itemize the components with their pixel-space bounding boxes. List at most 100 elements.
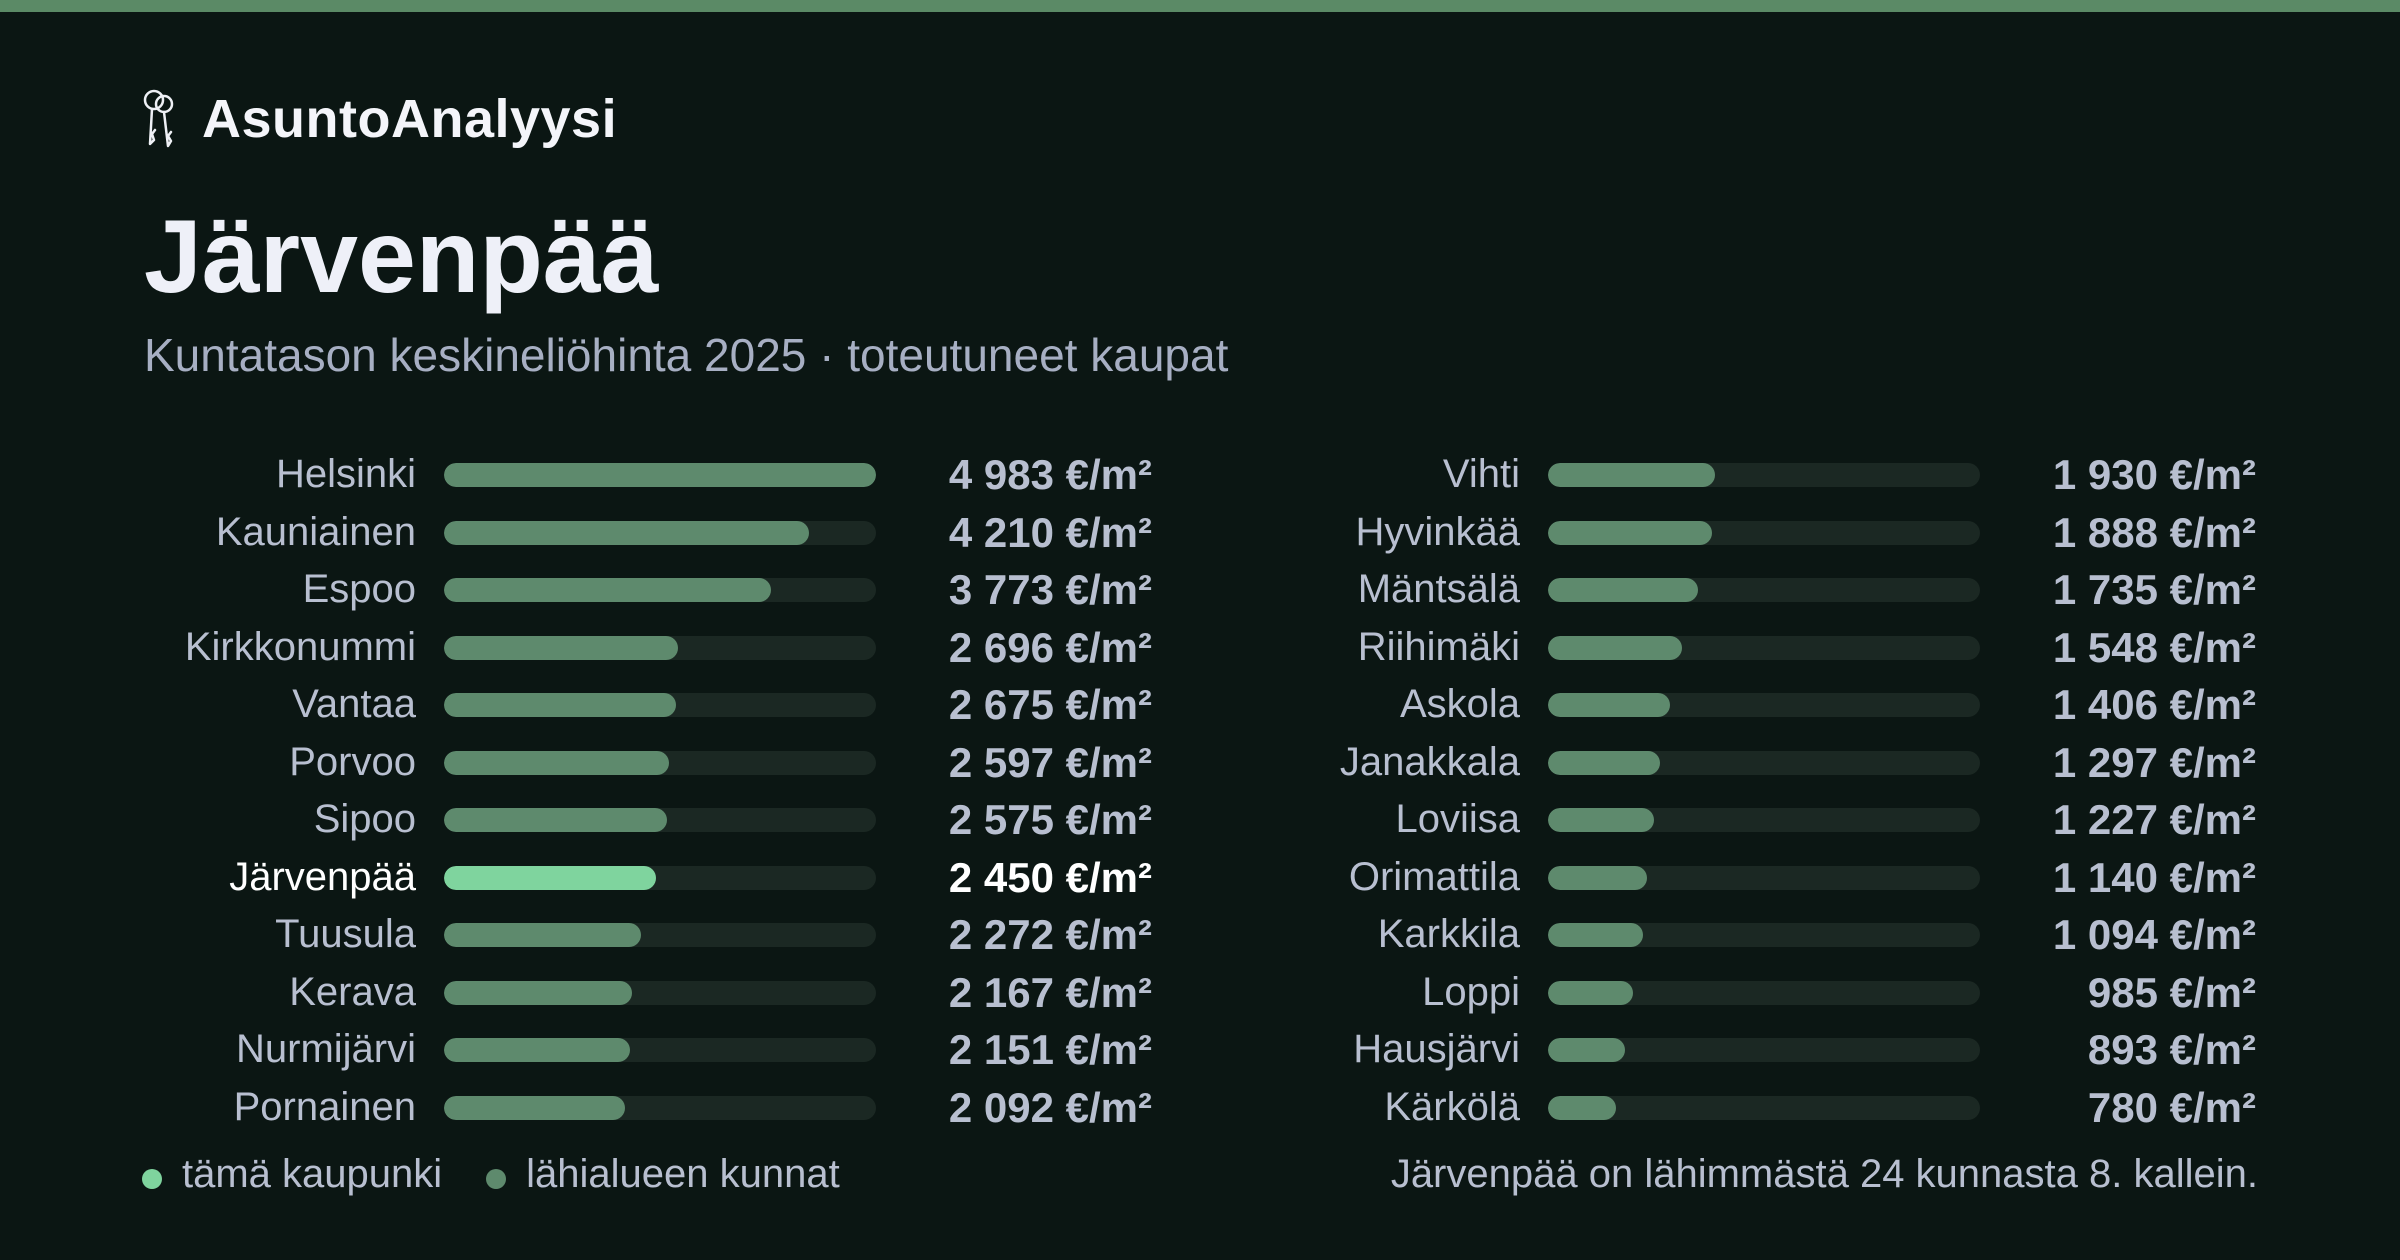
bar-row: Järvenpää 2 450 €/m² (0, 849, 1180, 907)
page-subtitle: Kuntatason keskineliöhinta 2025 · toteut… (144, 329, 1229, 381)
bar-track (444, 635, 876, 660)
legend: tämä kaupunki lähialueen kunnat (142, 1152, 884, 1197)
category-label: Kauniainen (215, 509, 416, 554)
bar-row: Hausjärvi 893 €/m² (1104, 1021, 2284, 1079)
bar-row: Orimattila 1 140 €/m² (1104, 849, 2284, 907)
bar-row: Helsinki 4 983 €/m² (0, 446, 1180, 504)
value-label: 4 983 €/m² (948, 451, 1152, 498)
bar-track (1548, 1038, 1980, 1062)
bar-row: Pornainen 2 092 €/m² (0, 1079, 1180, 1137)
bar-row: Kerava 2 167 €/m² (0, 964, 1180, 1022)
value-label: 1 094 €/m² (2052, 911, 2256, 958)
bar (1548, 1038, 1626, 1062)
value-label: 1 297 €/m² (2052, 738, 2256, 786)
category-label: Orimattila (1348, 854, 1520, 899)
bar-row: Espoo 3 773 €/m² (0, 561, 1180, 619)
bar-row: Tuusula 2 272 €/m² (0, 906, 1180, 964)
bar (1548, 635, 1683, 660)
bar-track (1548, 1095, 1980, 1120)
bar-row: Askola 1 406 €/m² (1104, 676, 2284, 734)
bar-track (1548, 578, 1980, 602)
bar-row: Mäntsälä 1 735 €/m² (1104, 561, 2284, 619)
bar-track (444, 578, 876, 602)
value-label: 2 092 €/m² (948, 1083, 1152, 1131)
bar-track (1548, 750, 1980, 775)
bar-row: Janakkala 1 297 €/m² (1104, 734, 2284, 792)
bar-track (444, 808, 876, 832)
category-label: Vantaa (292, 682, 416, 726)
value-label: 2 575 €/m² (948, 796, 1152, 843)
bar (1548, 808, 1655, 832)
legend-dot-highlight (142, 1168, 162, 1189)
category-label: Sipoo (313, 797, 416, 841)
category-label: Nurmijärvi (236, 1027, 416, 1071)
category-label: Kerava (289, 969, 416, 1014)
bar (444, 1095, 626, 1120)
bar-row: Karkkila 1 094 €/m² (1104, 906, 2284, 964)
value-label: 1 548 €/m² (2052, 623, 2256, 671)
legend-label-nearby: lähialueen kunnat (526, 1152, 840, 1196)
category-label: Loviisa (1395, 797, 1520, 841)
value-label: 2 272 €/m² (948, 911, 1152, 958)
category-label: Espoo (302, 567, 416, 611)
legend-item-this-city: tämä kaupunki (142, 1152, 442, 1197)
value-label: 2 696 €/m² (948, 623, 1152, 671)
ranking-column-right: Vihti 1 930 €/m² Hyvinkää 1 888 €/m² Mäntsäl… (1104, 446, 2284, 1136)
bar-track (1548, 808, 1980, 832)
bar-track (444, 463, 876, 487)
bar-row: Sipoo 2 575 €/m² (0, 791, 1180, 849)
bar (1548, 980, 1634, 1005)
category-label: Karkkila (1377, 912, 1520, 956)
value-label: 2 450 €/m² (948, 853, 1152, 901)
brand-name: AsuntoAnalyysi (202, 89, 618, 149)
bar-row: Kirkkonummi 2 696 €/m² (0, 619, 1180, 677)
value-label: 985 €/m² (2087, 968, 2256, 1016)
bar-row: Vihti 1 930 €/m² (1104, 446, 2284, 504)
bar (1548, 1095, 1616, 1120)
category-label: Helsinki (275, 452, 416, 496)
bar (444, 463, 876, 487)
page-title: Järvenpää (144, 199, 659, 315)
bar-track (444, 980, 876, 1005)
value-label: 1 930 €/m² (2052, 451, 2256, 498)
value-label: 2 675 €/m² (948, 681, 1152, 728)
value-label: 1 140 €/m² (2052, 853, 2256, 901)
keys-icon (143, 89, 174, 148)
bar-track (444, 1095, 876, 1120)
bar-row: Kärkölä 780 €/m² (1104, 1079, 2284, 1137)
bar-track (1548, 693, 1980, 717)
value-label: 1 227 €/m² (2052, 796, 2256, 843)
bar (1548, 923, 1643, 947)
value-label: 2 597 €/m² (948, 738, 1152, 786)
bar (444, 578, 772, 602)
top-accent-bar (0, 0, 2400, 12)
footnote: Järvenpää on lähimmästä 24 kunnasta 8. k… (1390, 1152, 2258, 1196)
value-label: 2 167 €/m² (948, 968, 1152, 1016)
bar-row: Kauniainen 4 210 €/m² (0, 504, 1180, 562)
bar-row: Nurmijärvi 2 151 €/m² (0, 1021, 1180, 1079)
value-label: 2 151 €/m² (948, 1026, 1152, 1073)
legend-item-nearby: lähialueen kunnat (486, 1152, 840, 1197)
category-label: Mäntsälä (1357, 567, 1520, 611)
bar (444, 1038, 631, 1062)
bar-track (444, 520, 876, 545)
category-label: Kärkölä (1384, 1084, 1520, 1129)
bar-track (444, 693, 876, 717)
bar-track (1548, 865, 1980, 890)
value-label: 1 888 €/m² (2052, 508, 2256, 556)
bar-row: Vantaa 2 675 €/m² (0, 676, 1180, 734)
bar (444, 808, 668, 832)
bar-track (444, 750, 876, 775)
value-label: 893 €/m² (2087, 1026, 2256, 1073)
bar-row: Hyvinkää 1 888 €/m² (1104, 504, 2284, 562)
bar (444, 750, 670, 775)
bar-row: Porvoo 2 597 €/m² (0, 734, 1180, 792)
brand: AsuntoAnalyysi (140, 88, 617, 150)
ranking-column-left: Helsinki 4 983 €/m² Kauniainen 4 210 €/m² Es… (0, 446, 1180, 1136)
bar-track (444, 923, 876, 947)
bar-track (444, 865, 876, 890)
legend-label-this-city: tämä kaupunki (182, 1152, 443, 1196)
category-label: Hyvinkää (1355, 509, 1520, 554)
value-label: 4 210 €/m² (948, 508, 1152, 556)
bar (1548, 865, 1647, 890)
